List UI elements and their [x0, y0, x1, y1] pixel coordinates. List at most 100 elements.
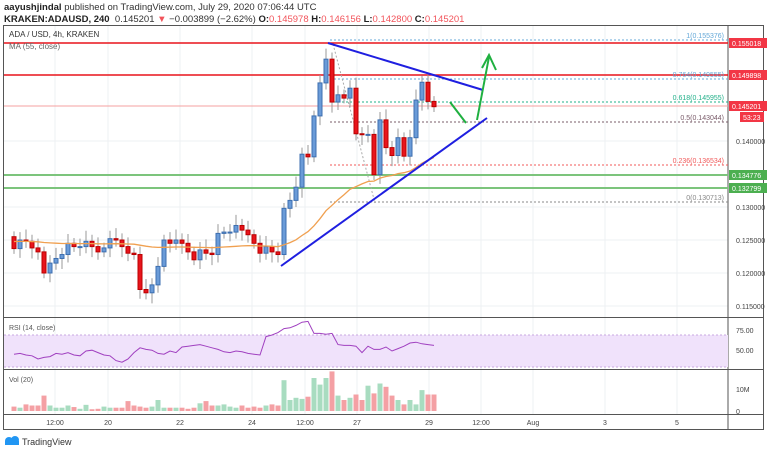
volume-bar	[359, 400, 365, 411]
tradingview-logo-icon[interactable]	[5, 436, 19, 445]
volume-bar	[371, 393, 377, 411]
candle	[137, 246, 143, 299]
fib-level-label: 0.5(0.143044)	[680, 115, 724, 122]
volume-bar	[341, 400, 347, 411]
candle	[287, 192, 293, 218]
candle-body	[287, 199, 293, 209]
candle-body	[275, 251, 281, 256]
close-value: 0.145201	[424, 14, 465, 25]
candle-body	[365, 133, 371, 136]
candle-body	[35, 247, 41, 253]
candle-body	[353, 87, 359, 135]
vol-axis-label: 10M	[736, 387, 750, 394]
volume-bar	[215, 405, 221, 411]
time-axis-label: 12:00	[296, 420, 314, 427]
candle	[341, 89, 347, 104]
candle	[281, 203, 287, 260]
fib-level-label: 0.236(0.136534)	[673, 158, 724, 165]
lower-trendline[interactable]	[280, 117, 488, 267]
volume-bar	[17, 407, 23, 411]
candle	[239, 218, 245, 241]
tradingview-brand[interactable]: TradingView	[22, 437, 72, 447]
arrow-up-icon[interactable]	[476, 52, 497, 121]
candle-body	[209, 252, 215, 256]
candle	[299, 147, 305, 198]
candle-body	[161, 239, 167, 267]
volume-bar	[233, 407, 239, 411]
volume-bar	[347, 397, 353, 411]
open-value: 0.145978	[269, 14, 309, 25]
volume-bar	[275, 405, 281, 411]
candle-body	[113, 238, 119, 241]
volume-bar	[311, 378, 317, 411]
candle	[131, 247, 137, 260]
volume-bar	[11, 406, 17, 411]
candle	[119, 233, 125, 258]
price-tag-label: 0.132799	[732, 186, 761, 193]
candle	[29, 234, 35, 259]
volume-bar	[83, 404, 89, 411]
candle-body	[179, 239, 185, 244]
candle	[65, 234, 71, 263]
candle-body	[269, 246, 275, 253]
rsi-axis-label: 75.00	[736, 328, 754, 335]
volume-bar	[317, 384, 323, 411]
o-label: O:	[258, 14, 269, 25]
candle	[179, 233, 185, 254]
candle-body	[233, 224, 239, 233]
candle-body	[59, 254, 65, 259]
volume-bar	[293, 397, 299, 411]
low-value: 0.142800	[372, 14, 413, 25]
candle	[77, 238, 83, 256]
price-axis-label: 0.120000	[736, 271, 765, 278]
candle	[395, 128, 401, 164]
candle	[53, 247, 59, 270]
fib-retracement[interactable]: 1(0.155376) 0.764(0.149555) 0.618(0.145955…	[330, 33, 728, 203]
candle-body	[245, 229, 251, 236]
candle-body	[227, 231, 233, 234]
candle-body	[431, 100, 437, 108]
candle-body	[137, 254, 143, 291]
down-arrow-icon: ▼	[157, 14, 167, 25]
candle-body	[77, 246, 83, 249]
candle	[431, 96, 437, 112]
volume-bar	[185, 408, 191, 411]
time-axis-label: 20	[104, 420, 112, 427]
time-axis-label: Aug	[527, 420, 540, 427]
volume-bar	[305, 396, 311, 411]
volume-bar	[191, 407, 197, 411]
candle	[83, 230, 89, 254]
upper-trendline[interactable]	[327, 42, 484, 91]
volume-bar	[329, 371, 335, 411]
candle-body	[257, 242, 263, 254]
volume-bar	[161, 407, 167, 411]
candle	[257, 235, 263, 263]
price-axis-label: 0.115000	[736, 304, 765, 311]
fib-trend-line	[332, 43, 376, 204]
candle	[11, 231, 17, 254]
volume-bar	[179, 407, 185, 411]
candle-body	[17, 239, 23, 250]
candle	[143, 278, 149, 300]
volume-bar	[395, 400, 401, 411]
fib-level-label: 1(0.155376)	[686, 33, 724, 40]
price-axis-label: 0.140000	[736, 139, 765, 146]
fib-level-label: 0.764(0.149555)	[673, 72, 724, 79]
candle	[209, 246, 215, 266]
projection-line[interactable]	[449, 101, 467, 124]
volume-bars	[11, 371, 437, 411]
candle-body	[239, 224, 245, 231]
volume-bar	[47, 405, 53, 411]
volume-bar	[407, 400, 413, 411]
time-axis-label: 12:00	[472, 420, 490, 427]
candle	[191, 246, 197, 266]
author[interactable]: aayushjindal	[4, 2, 62, 13]
volume-bar	[365, 385, 371, 411]
volume-bar	[287, 400, 293, 411]
volume-bar	[335, 395, 341, 411]
volume-bar	[29, 405, 35, 411]
candle	[101, 242, 107, 258]
volume-bar	[41, 395, 47, 411]
candle	[89, 234, 95, 258]
